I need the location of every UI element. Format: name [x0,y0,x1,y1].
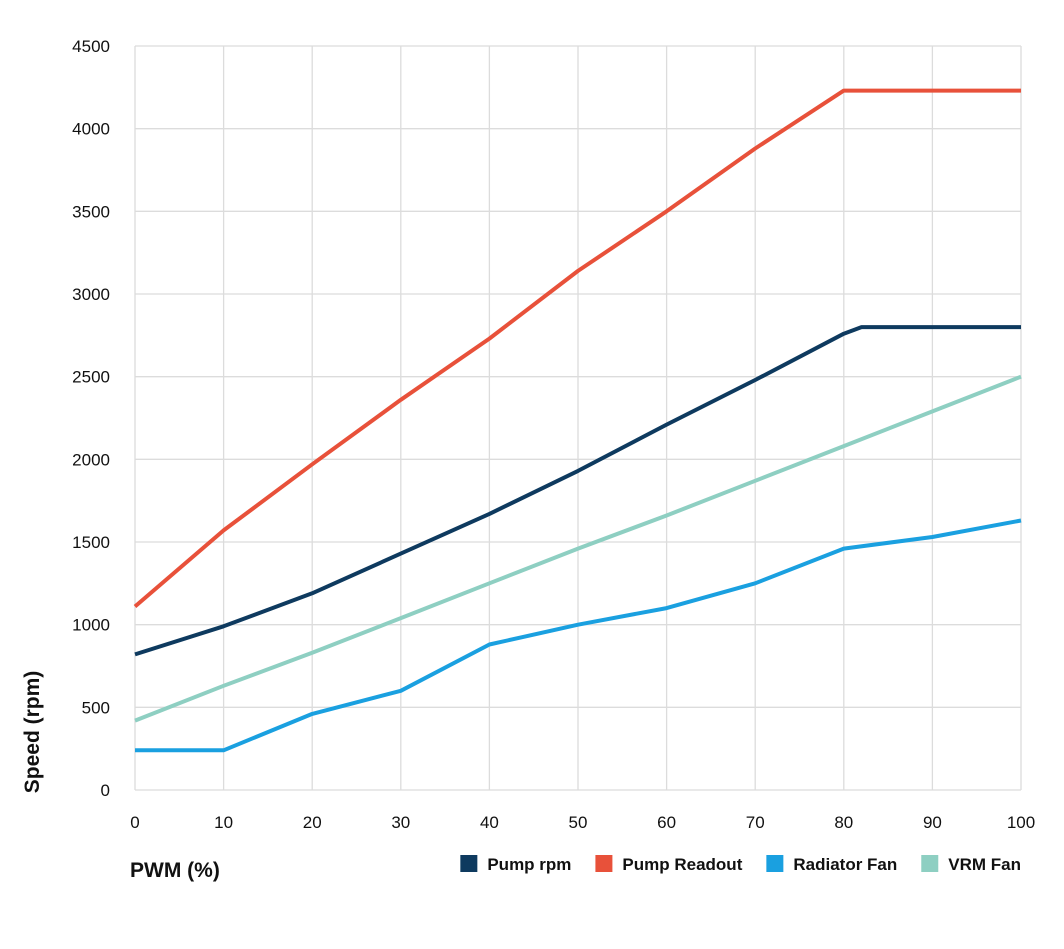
legend-item: Radiator Fan [766,855,897,874]
x-tick-label: 40 [480,813,499,832]
y-tick-label: 2500 [72,368,110,387]
x-tick-label: 50 [569,813,588,832]
x-tick-label: 90 [923,813,942,832]
y-tick-label: 4000 [72,120,110,139]
grid [134,45,1022,791]
legend-swatch [595,855,613,872]
y-tick-label: 4500 [72,37,110,56]
legend-swatch [921,855,939,872]
x-axis-title: PWM (%) [130,859,220,882]
legend-label: Pump rpm [487,855,571,874]
x-axis: 0 10 20 30 40 50 60 70 80 90 100 [130,813,1035,832]
y-tick-label: 1500 [72,533,110,552]
x-tick-label: 60 [657,813,676,832]
legend-item: Pump rpm [460,855,571,874]
x-tick-label: 0 [130,813,139,832]
x-tick-label: 100 [1007,813,1035,832]
legend-label: VRM Fan [948,855,1021,874]
plot-area [133,88,1022,753]
series-line-vrm-fan [134,374,1022,723]
x-tick-label: 30 [391,813,410,832]
legend-item: VRM Fan [921,855,1021,874]
legend-swatch [766,855,784,872]
legend-swatch [460,855,478,872]
x-tick-label: 20 [303,813,322,832]
y-tick-label: 0 [101,781,110,800]
x-tick-label: 70 [746,813,765,832]
legend-item: Pump Readout [595,855,743,874]
y-tick-label: 1000 [72,616,110,635]
y-axis-title: Speed (rpm) [21,671,44,794]
x-tick-label: 10 [214,813,233,832]
legend: Pump rpm Pump Readout Radiator Fan VRM Fan [460,855,1021,874]
y-axis: 0 500 1000 1500 2000 2500 3000 3500 4000 4500 [72,37,110,800]
legend-label: Radiator Fan [793,855,897,874]
series-line-pump-readout [133,88,1021,609]
y-tick-label: 2000 [72,450,110,469]
y-tick-label: 3000 [72,285,110,304]
legend-label: Pump Readout [622,855,742,874]
x-tick-label: 80 [834,813,853,832]
series-line-pump-rpm [134,325,1021,657]
y-tick-label: 3500 [72,202,110,221]
series-line-radiator-fan [135,518,1022,753]
y-tick-label: 500 [82,698,110,717]
